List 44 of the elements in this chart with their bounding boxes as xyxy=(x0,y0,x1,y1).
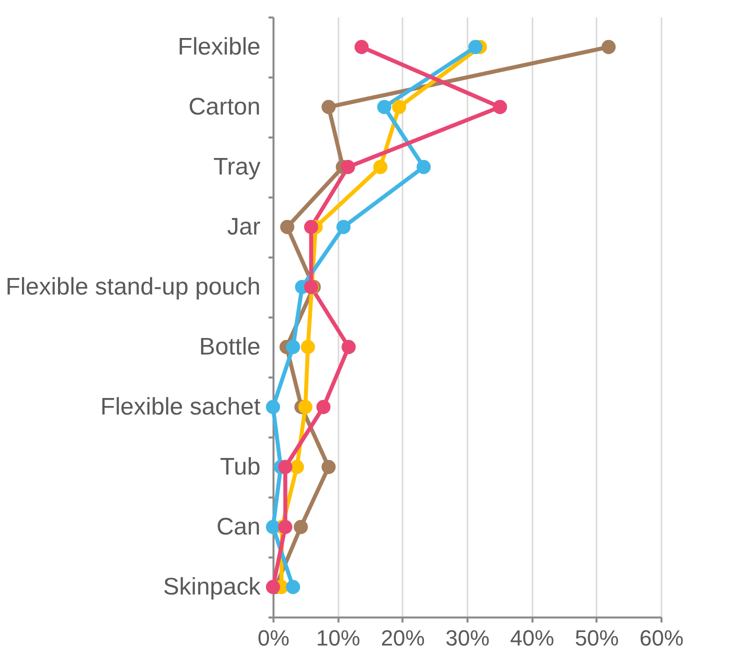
x-tick-label: 60% xyxy=(639,626,684,650)
y-tick-label: Skinpack xyxy=(163,574,262,600)
x-tick-label: 30% xyxy=(445,626,490,650)
point xyxy=(266,400,280,414)
x-tick-label: 0% xyxy=(258,626,290,650)
point xyxy=(340,160,356,174)
point xyxy=(322,100,336,114)
point xyxy=(342,340,356,354)
y-tick-label: Flexible sachet xyxy=(100,394,261,420)
point xyxy=(602,40,616,54)
point xyxy=(266,580,280,594)
point xyxy=(416,160,431,174)
y-tick-label: Tray xyxy=(213,154,260,180)
point xyxy=(492,100,508,114)
x-tick-label: 50% xyxy=(574,626,619,650)
point xyxy=(354,40,369,54)
y-tick-label: Flexible stand-up pouch xyxy=(6,274,260,300)
y-tick-label: Jar xyxy=(227,214,261,240)
point xyxy=(280,220,294,234)
y-tick-label: Can xyxy=(216,514,260,540)
y-tick-label: Tub xyxy=(220,454,260,480)
point xyxy=(468,40,482,54)
point xyxy=(298,400,312,414)
point xyxy=(304,220,318,234)
point xyxy=(300,340,315,354)
point xyxy=(322,460,336,474)
x-tick-label: 20% xyxy=(380,626,425,650)
point xyxy=(290,460,304,474)
x-tick-label: 10% xyxy=(316,626,360,650)
point xyxy=(392,100,406,114)
y-tick-label: Flexible xyxy=(178,34,260,60)
y-tick-label: Bottle xyxy=(199,334,260,360)
point xyxy=(316,400,331,414)
x-tick-label: 40% xyxy=(510,626,554,650)
point xyxy=(286,340,300,354)
point xyxy=(294,520,308,534)
point xyxy=(336,220,351,234)
point xyxy=(278,460,292,474)
point xyxy=(373,160,388,174)
point xyxy=(278,520,292,534)
y-tick-label: Carton xyxy=(188,94,260,120)
point xyxy=(377,100,392,114)
point xyxy=(266,520,280,534)
point xyxy=(286,580,300,594)
